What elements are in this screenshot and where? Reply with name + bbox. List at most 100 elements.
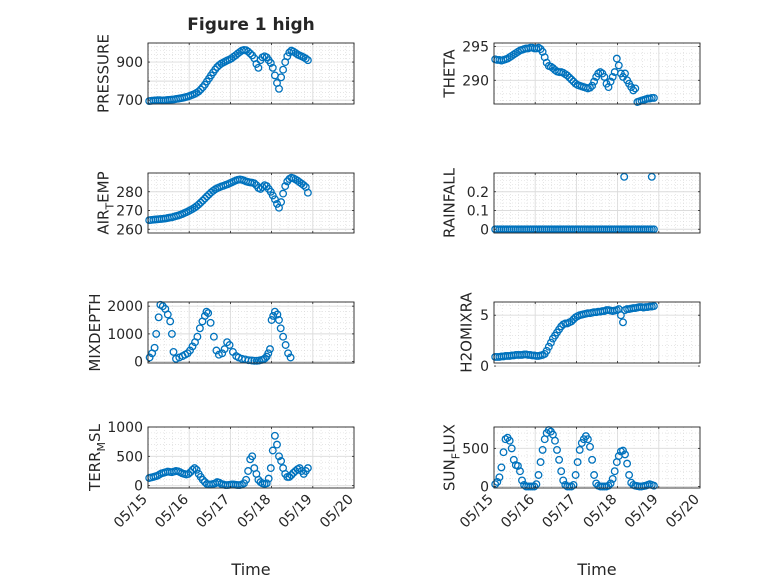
y-axis-label: SUNFLUX: [441, 424, 463, 491]
y-tick-label: 700: [116, 93, 143, 109]
y-tick-label: 500: [462, 441, 489, 457]
y-tick-label: 0: [480, 222, 489, 238]
data-point: [167, 329, 176, 338]
data-point: [536, 458, 545, 467]
data-point: [586, 83, 594, 92]
x-tick-label: 05/15: [457, 492, 497, 532]
data-point: [196, 198, 205, 207]
data-point: [518, 476, 526, 485]
data-point: [281, 341, 290, 349]
data-point: [546, 338, 555, 347]
data-point: [277, 73, 286, 82]
data-point: [270, 195, 279, 204]
data-point: [606, 479, 615, 488]
data-point: [277, 198, 286, 207]
data-point: [625, 471, 634, 479]
data-point: [267, 316, 276, 324]
x-tick-label: 05/20: [317, 492, 357, 532]
x-tick-label: 05/15: [111, 492, 151, 532]
data-point: [266, 345, 274, 354]
data-point: [188, 342, 197, 351]
data-point: [588, 455, 597, 464]
data-point: [273, 310, 282, 319]
data-point: [555, 455, 564, 464]
axes-box: [493, 172, 701, 234]
data-point: [200, 194, 209, 203]
y-tick-label: 2000: [107, 299, 143, 315]
data-point: [303, 56, 312, 65]
y-tick-label: 0.2: [467, 185, 489, 201]
data-point: [285, 472, 294, 481]
y-tick-label: 0: [480, 359, 489, 375]
y-tick-label: 900: [116, 55, 143, 71]
axes-background: [494, 427, 700, 488]
data-point: [225, 341, 234, 349]
data-point: [491, 480, 500, 489]
axes-background: [148, 427, 354, 488]
data-point: [287, 471, 296, 480]
data-point: [279, 189, 288, 198]
x-tick-label: 05/17: [193, 492, 233, 532]
data-point: [270, 431, 279, 440]
data-points: [491, 426, 658, 491]
data-point: [606, 77, 615, 86]
y-tick-label: 0: [480, 479, 489, 495]
data-point: [553, 445, 561, 454]
data-point: [209, 332, 218, 341]
data-point: [244, 356, 253, 365]
data-point: [620, 172, 629, 181]
axes-box: [147, 42, 355, 105]
data-point: [563, 71, 572, 80]
y-tick-label: 280: [116, 185, 143, 201]
subplot-rainfall: 0 0.1 0.2 RAINFALL: [441, 167, 701, 238]
data-point: [649, 93, 658, 102]
data-point: [266, 59, 275, 67]
data-point: [204, 309, 213, 318]
data-point: [590, 471, 599, 479]
data-point: [499, 448, 508, 457]
data-point: [649, 481, 658, 490]
data-point: [194, 200, 203, 209]
data-point: [284, 349, 293, 358]
data-point: [206, 318, 215, 327]
data-point: [266, 464, 275, 473]
x-tick-label: 05/19: [276, 492, 316, 532]
data-point: [268, 446, 277, 455]
data-point: [150, 343, 159, 352]
y-axis-label: RAINFALL: [441, 167, 459, 238]
axes-box: [493, 301, 701, 364]
data-point: [623, 459, 632, 468]
y-tick-label: 290: [462, 73, 489, 89]
data-point: [542, 346, 551, 355]
data-point: [275, 452, 283, 461]
y-tick-label: 0: [134, 355, 143, 371]
data-point: [264, 349, 273, 358]
data-point: [273, 199, 281, 208]
data-point: [291, 48, 300, 57]
y-axis-label: THETA: [441, 49, 459, 99]
data-point: [614, 61, 623, 70]
data-points: [491, 302, 658, 361]
y-axis-label: H2OMIXRA: [458, 292, 476, 373]
data-point: [286, 353, 295, 362]
data-point: [567, 482, 576, 491]
y-tick-label: 1000: [107, 327, 143, 343]
data-point: [250, 356, 259, 365]
data-point: [507, 444, 516, 453]
y-tick-label: 270: [116, 204, 143, 220]
data-point: [559, 476, 568, 485]
data-point: [629, 86, 638, 95]
figure-title: Figure 1 high: [187, 15, 315, 35]
data-points: [145, 45, 312, 106]
y-axis-label: TERRMSL: [86, 423, 108, 492]
data-point: [301, 54, 310, 63]
data-point: [198, 475, 207, 484]
y-axis-label: MIXDEPTH: [86, 293, 104, 371]
data-point: [505, 436, 514, 445]
data-point: [495, 473, 504, 482]
data-point: [152, 329, 161, 338]
